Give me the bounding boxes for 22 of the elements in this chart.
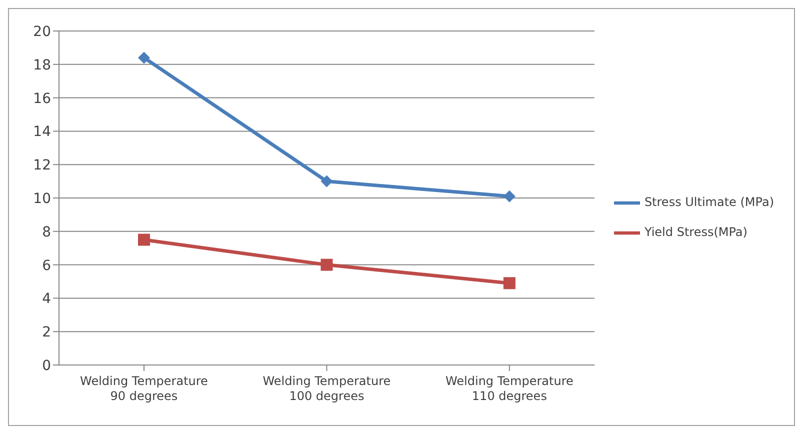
y-tick-label: 10 xyxy=(33,190,51,207)
y-tick-label: 16 xyxy=(33,90,52,107)
x-tick-label: Welding Temperature 90 degrees xyxy=(80,374,208,403)
point xyxy=(138,52,150,64)
y-tick-label: 6 xyxy=(42,258,52,274)
point xyxy=(503,277,516,290)
point xyxy=(320,258,333,271)
y-tick-label: 14 xyxy=(33,124,52,140)
y-tick-label: 2 xyxy=(42,324,51,341)
x-tick-label: Welding Temperature 110 degrees xyxy=(445,374,574,403)
y-tick-label: 12 xyxy=(33,158,51,174)
point xyxy=(138,234,150,246)
point xyxy=(503,190,516,202)
x-tick-label: Welding Temperature 100 degrees xyxy=(262,374,391,403)
y-tick-label: 18 xyxy=(33,57,51,74)
point xyxy=(320,175,333,188)
y-tick-label: 4 xyxy=(42,291,52,308)
y-tick-label: 8 xyxy=(42,224,51,240)
y-tick-label: 20 xyxy=(33,24,51,40)
y-tick-label: 0 xyxy=(42,358,51,374)
legend-label: Stress Ultimate (MPa) xyxy=(644,195,774,209)
legend-label: Yield Stress(MPa) xyxy=(644,225,748,239)
